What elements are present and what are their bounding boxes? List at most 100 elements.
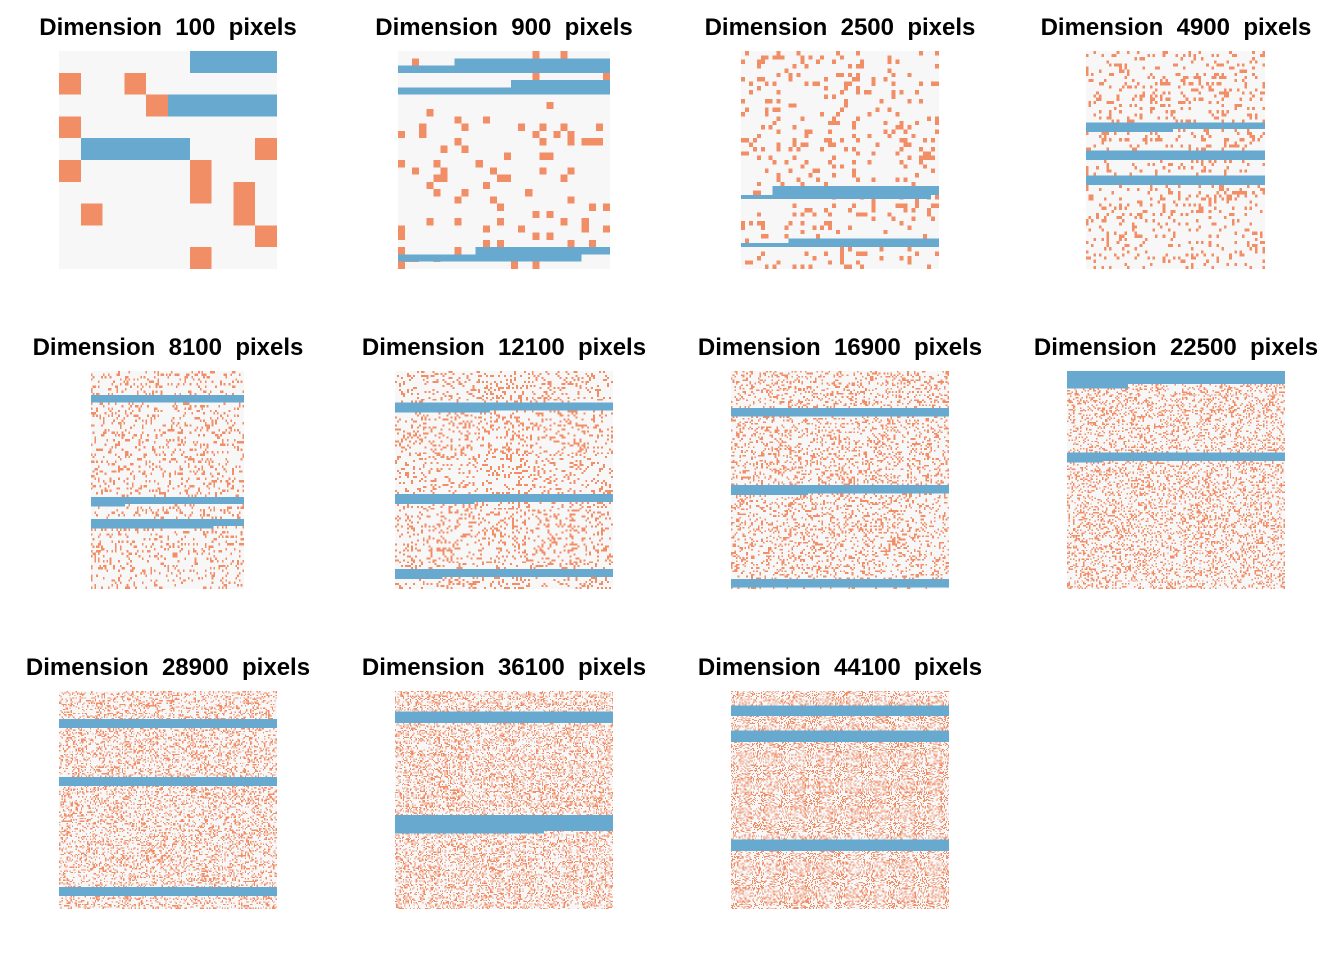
occupied-cell [133,477,136,481]
occupied-cell [406,432,409,435]
occupied-cell [784,160,789,165]
occupied-cell [181,472,183,476]
occupied-cell [432,388,435,391]
occupied-cell [138,513,141,517]
occupied-cell [533,567,536,570]
occupied-cell [486,480,489,482]
occupied-cell [531,529,534,532]
occupied-cell [513,372,516,375]
occupied-cell [1149,97,1153,101]
occupied-cell [104,431,107,434]
occupied-cell [607,438,610,441]
occupied-cell [176,564,178,568]
occupied-cell [553,390,556,393]
occupied-cell [402,434,405,437]
occupied-cell [1224,191,1227,195]
occupied-cell [223,509,226,512]
occupied-cell [1259,234,1263,238]
occupied-cell [111,528,114,531]
occupied-cell [812,225,817,230]
occupied-cell [109,387,112,391]
occupied-cell [1216,100,1219,104]
occupied-cell [456,511,459,514]
occupied-cell [607,557,610,560]
occupied-cell [1155,88,1158,92]
occupied-cell [1139,113,1143,117]
occupied-cell [210,557,212,560]
occupied-cell [502,416,505,419]
occupied-cell [97,542,100,546]
occupied-cell [422,398,425,401]
occupied-cell [1137,188,1140,192]
occupied-cell [220,550,222,553]
occupied-cell [414,386,417,389]
occupied-cell [227,414,229,418]
occupied-cell [223,373,226,376]
occupied-cell [549,454,552,457]
occupied-cell [478,428,481,431]
occupied-cell [454,527,457,530]
occupied-cell [607,434,610,437]
occupied-cell [555,372,558,375]
occupied-cell [153,584,156,587]
occupied-cell [537,561,540,564]
occupied-cell [1178,128,1181,132]
occupied-cell [541,420,544,423]
occupied-cell [140,383,143,386]
occupied-cell [448,511,451,514]
occupied-cell [1203,128,1207,132]
occupied-cell [211,581,214,585]
occupied-cell [432,398,435,401]
occupied-cell [460,448,463,451]
occupied-cell [450,581,453,584]
occupied-cell [126,506,129,510]
occupied-cell [191,448,194,451]
occupied-cell [1103,247,1107,251]
occupied-cell [1114,253,1117,257]
occupied-cell [414,567,417,570]
occupied-cell [567,489,570,492]
occupied-cell [851,146,856,152]
occupied-cell [500,380,503,383]
occupied-cell [408,535,411,538]
occupied-cell [1152,54,1156,58]
occupied-cell [240,470,243,473]
occupied-cell [563,378,566,381]
occupied-cell [204,545,207,548]
occupied-cell [1229,194,1232,198]
occupied-cell [573,371,576,373]
occupied-cell [466,390,469,393]
occupied-cell [482,563,485,566]
occupied-cell [216,472,219,476]
occupied-cell [109,559,112,563]
occupied-cell [476,426,479,429]
occupied-cell [472,384,475,387]
occupied-cell [450,529,453,532]
occupied-cell [476,396,479,399]
occupied-cell [482,561,485,564]
occupied-cell [567,422,570,425]
occupied-cell [466,444,469,447]
occupied-cell [395,444,397,447]
occupied-cell [172,564,175,568]
occupied-cell [422,371,425,373]
occupied-cell [1183,166,1186,170]
occupied-cell [186,455,188,459]
occupied-cell [1149,107,1153,111]
occupied-cell [555,452,558,455]
occupied-cell [836,120,841,126]
occupied-cell [1229,88,1232,92]
occupied-cell [444,547,447,550]
occupied-cell [1193,135,1196,139]
occupied-cell [446,444,449,447]
occupied-cell [553,462,556,465]
occupied-cell [136,511,139,514]
occupied-cell [468,378,471,381]
occupied-cell [114,446,117,449]
occupied-cell [1114,172,1117,176]
occupied-cell [109,477,112,481]
occupied-cell [531,531,534,534]
occupied-cell [517,483,520,486]
occupied-cell [1213,206,1217,210]
occupied-cell [597,398,600,401]
